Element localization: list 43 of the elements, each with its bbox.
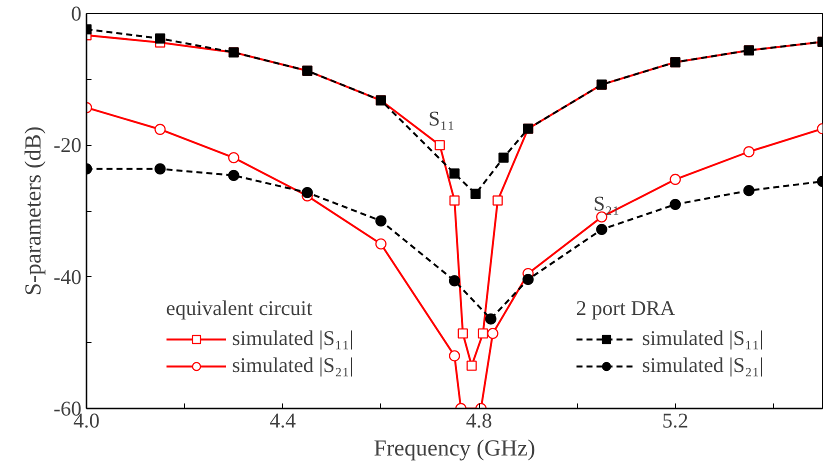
point: [154, 163, 166, 174]
point: [470, 188, 481, 199]
y-tick-label: -40: [54, 264, 82, 289]
point: [375, 215, 386, 226]
y-tick-label: 0: [71, 2, 82, 26]
x-axis-title: Frequency (GHz): [374, 436, 536, 460]
point: [522, 274, 534, 286]
point: [449, 168, 460, 179]
point: [155, 33, 166, 44]
point: [302, 186, 313, 198]
x-tick-label: 4.8: [466, 408, 492, 432]
annotation: S₁₁: [428, 106, 455, 130]
point: [449, 195, 460, 206]
point: [154, 124, 166, 135]
point: [670, 174, 681, 185]
point: [375, 238, 386, 250]
point: [498, 152, 509, 163]
point: [458, 328, 468, 339]
point: [228, 170, 240, 182]
legend-label: simulated |S₂₁|: [642, 353, 764, 378]
y-axis-title: S-parameters (dB): [20, 126, 46, 296]
point: [485, 313, 496, 325]
point: [487, 328, 498, 340]
point: [448, 275, 460, 286]
point: [466, 360, 477, 371]
point: [670, 198, 681, 210]
point: [492, 195, 503, 206]
annotation: S₂₁: [593, 192, 620, 216]
point: [743, 146, 754, 158]
x-tick-label: 4.4: [270, 408, 296, 432]
point: [478, 328, 488, 339]
legend-label: simulated |S₁₁|: [642, 326, 764, 351]
y-tick-label: -20: [54, 133, 82, 158]
legend-label: simulated |S₂₁|: [232, 353, 354, 378]
point: [596, 224, 608, 236]
point: [743, 185, 754, 196]
legend-label: simulated |S₁₁|: [232, 326, 354, 351]
annotation: equivalent circuit: [166, 296, 314, 321]
x-tick-label: 5.2: [662, 408, 688, 432]
annotation: 2 port DRA: [576, 296, 676, 321]
point: [434, 140, 445, 150]
point: [228, 152, 240, 164]
point: [448, 350, 460, 362]
